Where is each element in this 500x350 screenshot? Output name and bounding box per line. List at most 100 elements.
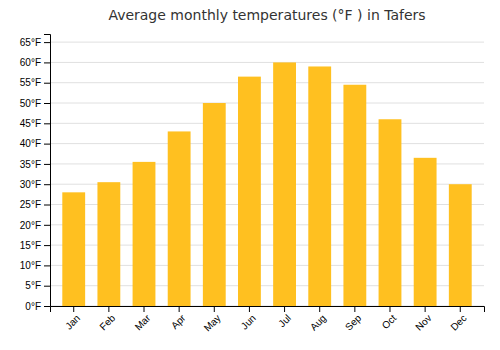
y-tick-label: 10°F [20,260,41,271]
y-tick: 45°F [20,118,50,129]
x-tick: Nov [413,306,433,333]
y-tick-label: 40°F [20,138,41,149]
bar [308,66,331,306]
grid-line [50,143,484,144]
y-tick-label: 55°F [20,77,41,88]
y-tick-mark [44,286,50,287]
grid-line [50,42,484,43]
x-tick-label: Jun [239,312,258,331]
y-tick: 30°F [20,179,50,190]
x-axis-line [51,307,485,313]
y-tick-mark [44,103,50,104]
y-tick-mark [44,123,50,124]
y-tick: 10°F [20,260,50,271]
x-axis: Jan Feb Mar Apr May Jun Jul Aug Sep Oct Nov Dec [51,306,485,334]
grid-line [50,62,484,63]
bar [343,85,366,306]
y-tick-label: 15°F [20,240,41,251]
x-tick-mark [319,306,320,312]
bar [273,62,296,306]
y-tick-label: 0°F [25,301,41,312]
y-tick: 15°F [20,240,50,251]
y-tick-label: 20°F [20,220,41,231]
y-tick-mark [44,83,50,84]
bar [449,184,472,306]
y-tick-mark [44,184,50,185]
bar [379,119,402,306]
x-tick: Sep [343,306,364,333]
y-tick-label: 50°F [20,98,41,109]
y-tick: 35°F [20,159,50,170]
y-tick-mark [44,245,50,246]
x-tick: Jun [239,306,258,332]
y-tick: 20°F [20,220,50,231]
y-tick-mark [44,205,50,206]
x-tick-mark [354,306,355,312]
bar [203,103,226,306]
x-tick-label: Apr [169,312,188,331]
y-tick-label: 65°F [20,37,41,48]
x-tick: May [202,306,223,334]
x-tick-label: Jul [276,312,293,329]
bar [168,131,191,306]
grid-line [50,82,484,83]
x-tick: Oct [380,306,399,331]
y-tick: 60°F [20,57,50,68]
x-tick-label: Dec [448,312,468,332]
bar [97,182,120,306]
x-tick-mark [179,306,180,312]
bar [414,158,437,306]
y-tick: 50°F [20,98,50,109]
x-tick-mark [108,306,109,312]
x-tick-mark [249,306,250,312]
y-tick-label: 5°F [25,280,41,291]
x-tick-mark [425,306,426,312]
x-tick-label: Mar [133,312,153,332]
y-tick-label: 45°F [20,118,41,129]
x-tick: Jan [63,306,82,332]
bars [62,62,471,306]
x-tick-mark [460,306,461,312]
y-axis: 0°F 5°F 10°F 15°F 20°F 25°F 30°F 35°F 40°F 45°F 50… [20,35,51,312]
y-tick-label: 60°F [20,57,41,68]
y-tick: 40°F [20,138,50,149]
x-tick-mark [214,306,215,312]
x-tick-label: Oct [380,312,399,331]
y-tick-mark [44,306,50,307]
bar [62,192,85,306]
x-tick: Aug [308,306,328,333]
x-tick-label: Nov [413,312,433,332]
y-tick-mark [44,225,50,226]
x-tick-label: Aug [308,312,328,332]
y-tick-mark [44,164,50,165]
y-tick: 55°F [20,77,50,88]
x-tick-mark [284,306,285,312]
x-tick-mark [144,306,145,312]
x-tick-label: Jan [63,312,82,331]
x-tick: Dec [448,306,468,333]
bar [133,162,156,306]
grid-line [50,103,484,104]
bar [238,77,261,306]
x-tick-mark [73,306,74,312]
x-tick-label: Sep [343,312,364,333]
plot: 0°F 5°F 10°F 15°F 20°F 25°F 30°F 35°F 40°F 45°F 50… [20,35,485,334]
chart: 0°F 5°F 10°F 15°F 20°F 25°F 30°F 35°F 40°F 45°F 50… [0,0,500,350]
y-tick-label: 30°F [20,179,41,190]
x-tick: Mar [133,306,153,332]
y-tick-mark [44,62,50,63]
x-tick: Apr [169,306,188,331]
y-tick-mark [44,42,50,43]
y-axis-line [44,35,51,307]
x-tick-mark [389,306,390,312]
y-tick-mark [44,144,50,145]
y-tick: 5°F [25,280,50,291]
y-tick: 65°F [20,37,50,48]
x-tick-label: May [202,312,223,333]
x-tick: Jul [276,306,293,329]
y-tick-mark [44,265,50,266]
grid-line [50,123,484,124]
x-tick: Feb [97,306,117,332]
y-tick: 25°F [20,199,50,210]
y-tick-label: 25°F [20,199,41,210]
